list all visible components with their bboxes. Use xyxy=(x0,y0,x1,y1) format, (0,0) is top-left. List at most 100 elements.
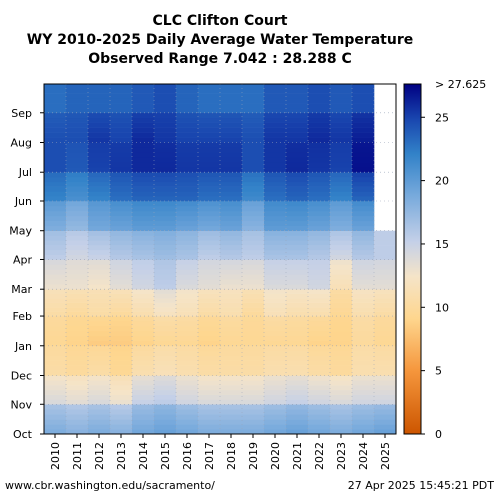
cell-band xyxy=(352,230,375,236)
cell-band xyxy=(220,162,243,168)
cell-band xyxy=(88,355,111,361)
cell-band xyxy=(220,340,243,347)
cell-band xyxy=(330,103,353,109)
cell-band xyxy=(264,172,287,178)
cell-band xyxy=(264,142,287,148)
cell-band xyxy=(330,365,353,371)
cell-band xyxy=(66,215,89,222)
cell-band xyxy=(176,84,199,90)
cell-band xyxy=(308,98,331,104)
cell-band xyxy=(264,365,287,371)
cell-band xyxy=(44,269,67,275)
cell-band xyxy=(88,137,111,143)
cell-band xyxy=(374,254,397,260)
cell-band xyxy=(176,196,199,202)
cell-band xyxy=(66,147,89,153)
cell-band xyxy=(374,375,397,381)
cell-2012-Oct xyxy=(88,404,111,435)
cell-band xyxy=(308,220,331,227)
cell-band xyxy=(66,245,89,251)
cell-2011-Aug xyxy=(66,112,89,143)
cell-band xyxy=(44,215,67,222)
cell-band xyxy=(110,404,133,410)
cell-2021-Dec xyxy=(286,345,309,376)
cell-2013-Jul xyxy=(110,142,133,173)
cell-band xyxy=(330,98,353,104)
cell-2014-Dec xyxy=(132,345,155,376)
cell-band xyxy=(264,414,287,420)
cell-band xyxy=(154,186,177,192)
cell-band xyxy=(242,112,265,119)
cell-band xyxy=(154,424,177,430)
cell-band xyxy=(154,279,177,285)
cell-band xyxy=(198,340,221,347)
cell-band xyxy=(44,289,67,294)
cell-band xyxy=(220,360,243,366)
cell-2020-Jul xyxy=(264,142,287,173)
cell-2013-Jan xyxy=(110,316,133,347)
cell-band xyxy=(330,274,353,280)
cell-band xyxy=(132,335,155,342)
cell-band xyxy=(88,112,111,119)
cell-band xyxy=(66,254,89,260)
cell-band xyxy=(176,360,199,366)
cell-band xyxy=(220,240,243,246)
cell-band xyxy=(198,414,221,420)
cell-band xyxy=(264,370,287,376)
cell-band xyxy=(330,249,353,255)
cell-band xyxy=(66,399,89,405)
cell-band xyxy=(330,380,353,386)
cell-band xyxy=(132,316,155,322)
cell-band xyxy=(154,132,177,138)
year-column-2016 xyxy=(176,84,199,435)
cell-band xyxy=(220,289,243,294)
cell-band xyxy=(198,142,221,148)
cell-band xyxy=(198,404,221,410)
cell-band xyxy=(66,186,89,192)
cell-band xyxy=(220,103,243,109)
cell-band xyxy=(176,210,199,217)
cell-band xyxy=(308,264,331,270)
cell-band xyxy=(220,274,243,280)
cell-band xyxy=(308,147,331,153)
cell-band xyxy=(176,245,199,251)
cell-band xyxy=(242,127,265,133)
cell-band xyxy=(286,298,309,303)
heatmap-gridlines xyxy=(44,84,396,434)
cell-band xyxy=(352,107,375,114)
cell-band xyxy=(242,142,265,148)
cell-2023-Aug xyxy=(330,112,353,143)
cell-band xyxy=(66,177,89,183)
cell-2023-Jul xyxy=(330,142,353,173)
cell-band xyxy=(44,122,67,128)
cell-band xyxy=(198,293,221,299)
cell-band xyxy=(374,259,397,265)
cell-band xyxy=(286,345,309,352)
cell-band xyxy=(176,127,199,133)
cell-band xyxy=(264,289,287,294)
cell-band xyxy=(264,409,287,415)
cell-band xyxy=(286,264,309,270)
cell-band xyxy=(330,142,353,148)
cell-band xyxy=(66,360,89,366)
cell-band xyxy=(220,177,243,183)
cell-2017-Nov xyxy=(198,375,221,405)
cell-band xyxy=(154,284,177,290)
cell-band xyxy=(264,249,287,255)
cell-band xyxy=(198,205,221,212)
cell-band xyxy=(88,205,111,212)
cell-band xyxy=(44,152,67,158)
cell-band xyxy=(88,330,111,337)
cell-band xyxy=(242,311,265,317)
colorbar-tick-label-15: 15 xyxy=(435,238,449,251)
cell-band xyxy=(330,316,353,322)
cell-band xyxy=(264,132,287,138)
cell-band xyxy=(176,370,199,376)
cell-band xyxy=(132,107,155,114)
cell-band xyxy=(154,147,177,153)
cell-band xyxy=(198,103,221,109)
cell-band xyxy=(132,200,155,207)
year-column-2025 xyxy=(374,230,397,435)
cell-band xyxy=(352,365,375,371)
cell-band xyxy=(352,196,375,202)
